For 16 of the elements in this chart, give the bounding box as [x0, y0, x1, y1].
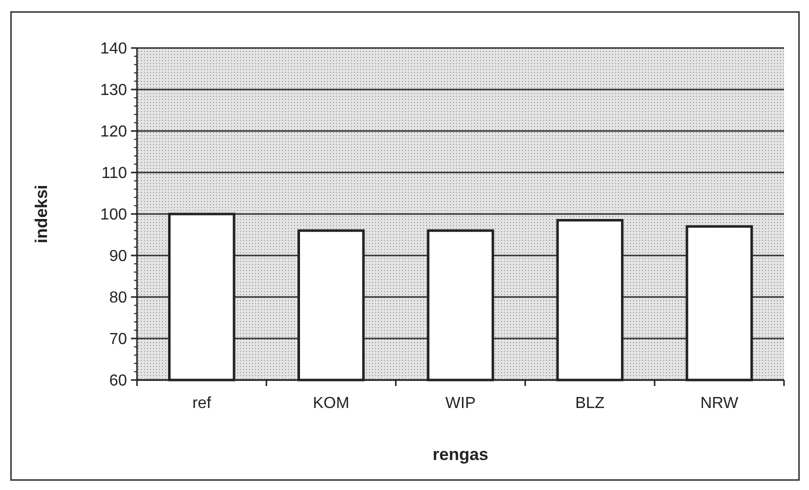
y-tick-label: 80: [109, 290, 128, 307]
x-tick-label: KOM: [312, 395, 350, 412]
x-tick-label: WIP: [445, 395, 476, 412]
y-tick-label: 120: [100, 124, 128, 141]
x-axis-title: rengas: [432, 445, 488, 464]
y-tick-label: 130: [100, 82, 128, 100]
x-tick-label: BLZ: [575, 395, 605, 412]
y-tick-label: 100: [100, 206, 128, 224]
y-tick-label: 140: [100, 40, 128, 58]
y-tick-label: 110: [101, 165, 128, 182]
x-tick-label: ref: [192, 395, 212, 412]
y-tick-label: 90: [109, 248, 128, 266]
y-tick-label: 60: [109, 372, 128, 390]
y-tick-label: 70: [109, 331, 128, 348]
y-axis-title: indeksi: [32, 184, 51, 244]
x-tick-label: NRW: [700, 395, 740, 412]
